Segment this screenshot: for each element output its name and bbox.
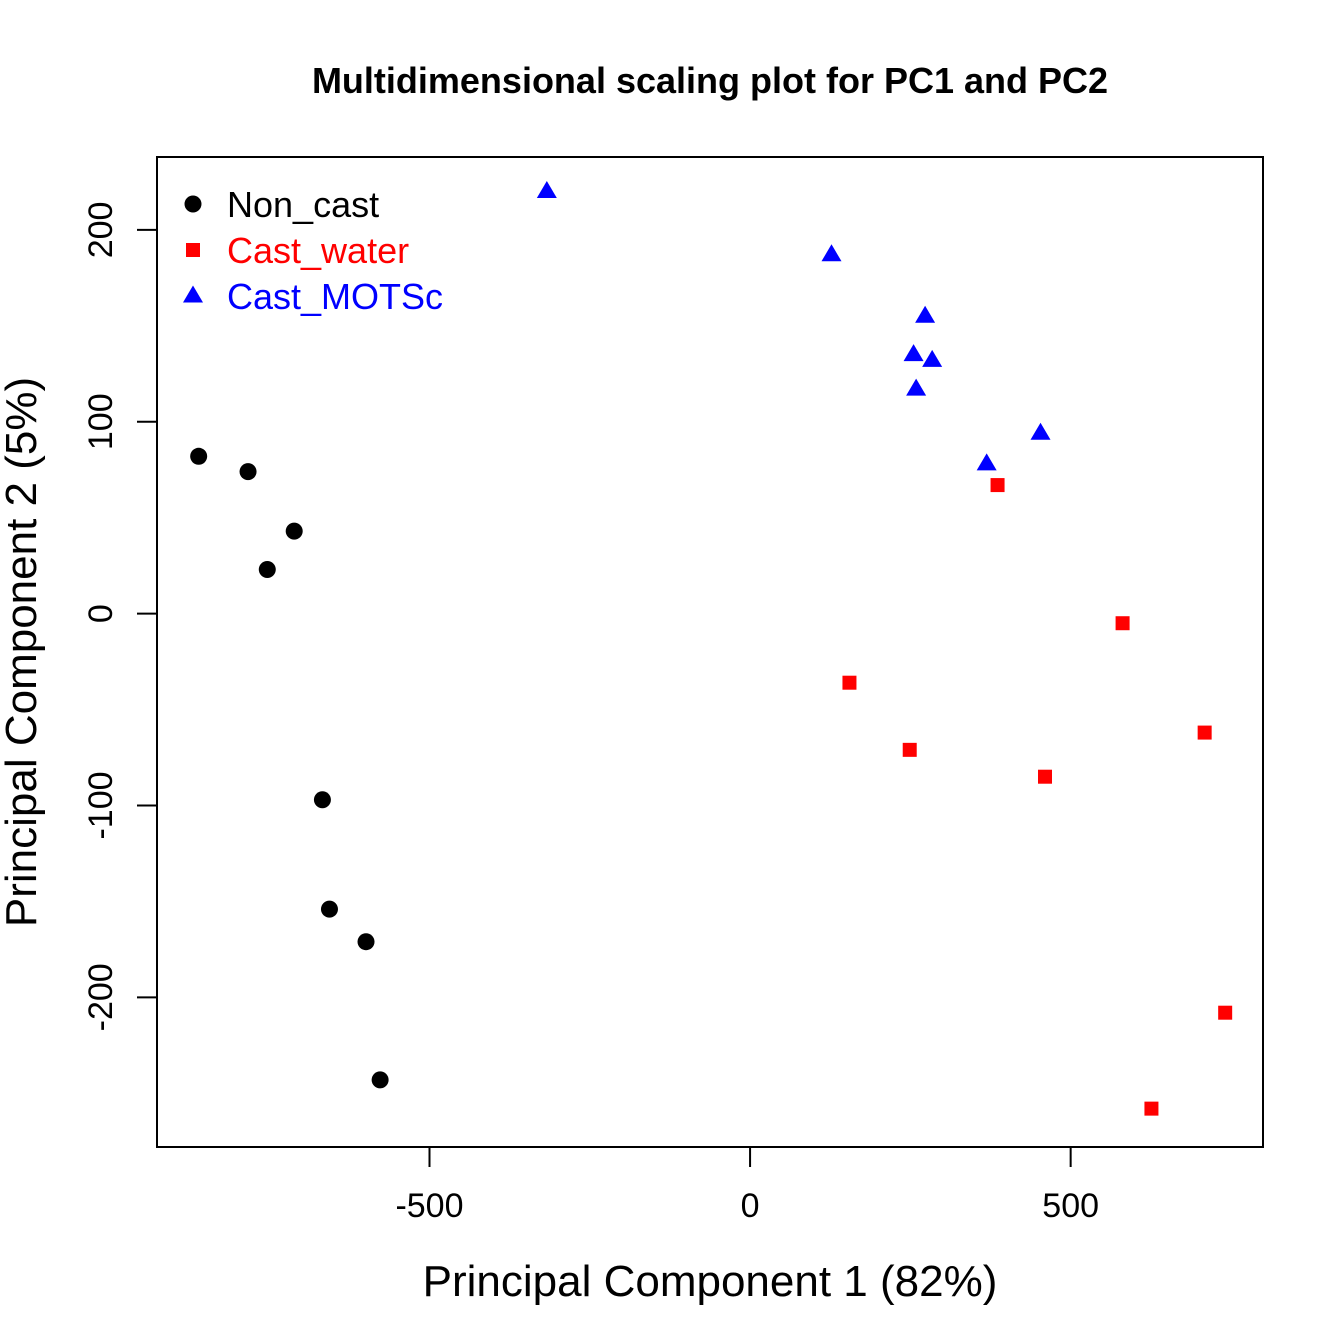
data-point-non-cast [190, 447, 208, 465]
y-axis-title: Principal Component 2 (5%) [0, 377, 46, 927]
data-point-cast-water [1038, 769, 1053, 784]
data-point-cast-motsc [821, 244, 842, 262]
y-tick-label: 0 [82, 604, 120, 623]
data-point-cast-motsc [906, 378, 927, 396]
y-tick-label: -100 [82, 771, 120, 839]
data-points [190, 180, 1233, 1116]
x-tick-label: 500 [1042, 1187, 1099, 1225]
data-point-cast-motsc [1030, 422, 1051, 440]
legend-label-cast-water: Cast_water [227, 230, 409, 271]
data-point-non-cast [258, 561, 276, 578]
data-point-cast-water [1115, 616, 1130, 631]
data-point-cast-water [990, 478, 1005, 493]
legend-marker-cast-motsc [183, 285, 203, 303]
x-axis-title: Principal Component 1 (82%) [423, 1257, 998, 1306]
legend-label-cast-motsc: Cast_MOTSc [227, 276, 443, 317]
data-point-non-cast [320, 900, 338, 918]
data-point-cast-motsc [536, 180, 557, 198]
data-point-cast-motsc [922, 349, 943, 367]
data-point-non-cast [313, 791, 331, 809]
y-tick-label: 200 [82, 202, 120, 259]
y-tick-label: -200 [82, 963, 120, 1031]
x-axis: -500 0 500 [395, 1146, 1099, 1225]
x-tick-label: -500 [395, 1187, 463, 1225]
legend-label-non-cast: Non_cast [227, 184, 379, 225]
data-point-non-cast [357, 933, 375, 951]
data-point-cast-motsc [915, 305, 936, 323]
legend-marker-non-cast [184, 195, 202, 213]
data-point-cast-motsc [903, 344, 924, 362]
legend: Non_cast Cast_water Cast_MOTSc [183, 184, 443, 317]
data-point-cast-water [1218, 1005, 1233, 1020]
data-point-non-cast [371, 1071, 389, 1089]
data-point-cast-water [902, 742, 917, 757]
data-point-cast-water [1144, 1101, 1159, 1116]
data-point-non-cast [285, 522, 303, 540]
legend-marker-cast-water [186, 243, 200, 257]
data-point-cast-water [842, 675, 857, 690]
x-tick-label: 0 [741, 1187, 760, 1225]
y-axis: -200 -100 0 100 200 [82, 202, 158, 1031]
data-point-cast-water [1197, 725, 1212, 740]
data-point-non-cast [239, 463, 257, 481]
y-tick-label: 100 [82, 393, 120, 450]
data-point-cast-motsc [976, 453, 997, 471]
chart-title: Multidimensional scaling plot for PC1 an… [312, 60, 1108, 101]
